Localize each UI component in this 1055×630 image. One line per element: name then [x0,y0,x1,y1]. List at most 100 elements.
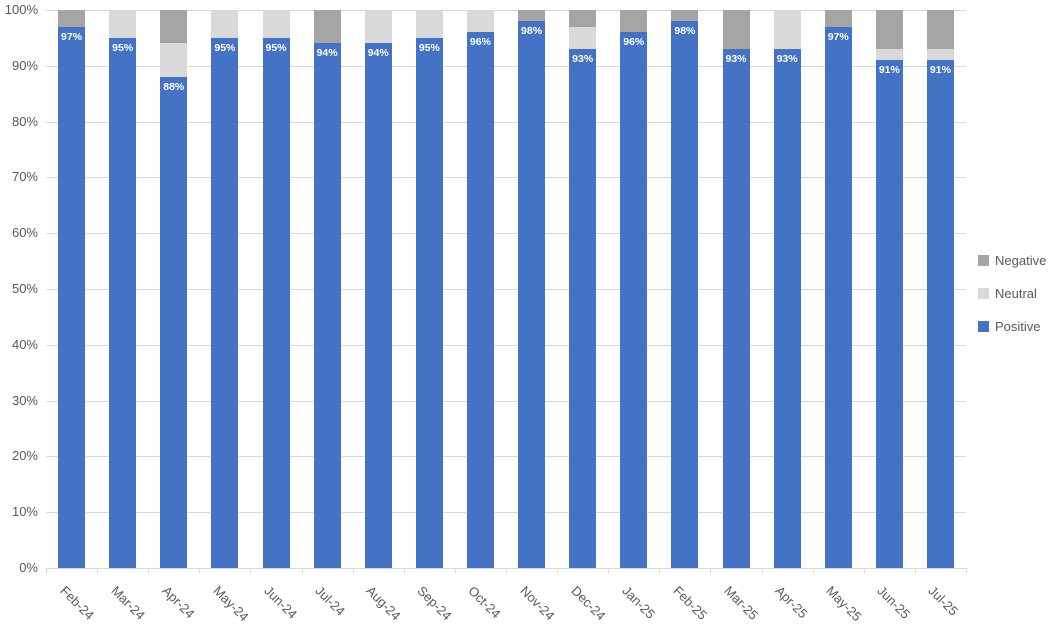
bar-segment-positive [722,49,750,568]
x-axis-label: Nov-24 [516,583,558,624]
bar-data-label: 98% [521,25,543,38]
gridline [46,344,966,346]
bar-data-label: 93% [776,53,798,66]
gridline [46,289,966,290]
legend-label-negative: Negative [995,253,1047,268]
x-axis-tick-icon [608,568,610,573]
bar-segment-positive [262,37,290,568]
y-axis-label: 70% [11,169,38,185]
bar-segment-positive [364,43,392,568]
bar-segment-positive [466,32,494,568]
x-axis-tick-icon [454,568,456,573]
bar-segment-positive [926,60,954,568]
gridline [46,121,966,123]
gridline [46,65,966,67]
bar-segment-neutral [926,49,954,61]
bar-data-label: 94% [367,47,389,60]
bar-segment-neutral [262,10,290,38]
x-axis-label: Jun-25 [874,583,914,622]
y-axis-label: 20% [11,448,38,464]
x-axis-tick-icon [352,568,354,573]
bar-data-label: 96% [623,36,645,49]
bar-data-label: 95% [418,41,440,54]
legend-swatch-neutral-icon [978,288,989,299]
x-axis-label: Feb-24 [56,583,97,623]
bar-data-label: 93% [572,53,594,66]
x-axis-label: Jan-25 [619,583,658,622]
bar-data-label: 95% [265,41,287,54]
x-axis-label: Jul-25 [925,583,962,619]
y-axis-label: 80% [11,113,38,129]
bar-segment-positive [160,76,188,568]
bar-data-label: 95% [214,41,236,54]
x-axis-label: Dec-24 [568,583,609,624]
x-axis-tick-icon [557,568,559,573]
x-axis-tick-icon [199,568,201,573]
bar-segment-positive [569,49,597,568]
bar-segment-positive [109,37,137,568]
bar-segment-neutral [160,43,188,77]
y-axis-label: 60% [11,225,38,241]
x-axis-label: Oct-24 [465,583,505,622]
bar-segment-positive [671,21,699,568]
x-axis-label: Apr-25 [772,583,811,622]
bar-data-label: 98% [674,25,696,38]
x-axis-label: Sep-24 [414,583,455,624]
x-axis-label: Apr-24 [159,583,198,622]
bar-data-label: 91% [929,64,951,77]
legend: Negative Neutral Positive [978,244,1046,343]
x-axis-tick-icon [914,568,916,573]
bar-segment-positive [415,37,443,568]
bar-segment-negative [569,10,597,27]
bar-segment-negative [58,10,86,27]
bar-segment-neutral [466,10,494,33]
x-axis-label: Jul-24 [312,583,349,619]
gridline [46,10,966,11]
legend-swatch-positive-icon [978,321,989,332]
x-axis-tick-icon [761,568,763,573]
bar-segment-negative [313,10,341,44]
bar-segment-neutral [875,49,903,61]
y-axis-label: 50% [11,281,38,296]
x-axis-tick-icon [250,568,252,573]
bar-segment-negative [160,10,188,44]
x-axis-label: Feb-25 [670,583,711,623]
x-axis-tick-icon [710,568,712,573]
x-axis-label: Jun-24 [261,583,301,622]
bar-segment-positive [518,21,546,568]
bar-segment-positive [313,43,341,568]
y-axis-label: 90% [11,57,38,73]
x-axis-label: Mar-25 [721,583,762,623]
y-axis-label: 10% [11,504,38,520]
gridline [46,400,966,402]
y-axis-label: 40% [11,336,38,352]
bar-segment-neutral [109,10,137,38]
x-axis-tick-icon [863,568,865,573]
x-axis-label: May-24 [210,583,252,625]
x-axis-label: Mar-24 [108,583,148,623]
y-axis-label: 100% [4,2,38,17]
bar-segment-positive [58,26,86,568]
y-axis-label: 30% [11,392,38,408]
x-axis-label: May-25 [823,583,865,625]
x-axis-label: Aug-24 [363,583,404,624]
bar-data-label: 94% [316,47,338,60]
bar-data-label: 91% [878,64,900,77]
bar-segment-negative [824,10,852,27]
x-axis-tick-icon [148,568,150,573]
legend-item-negative: Negative [978,244,1046,277]
x-axis-tick-icon [506,568,507,573]
x-axis-tick-icon [966,568,967,573]
gridline [46,456,966,458]
legend-label-positive: Positive [995,319,1041,334]
gridline [46,233,966,235]
bar-data-label: 88% [163,80,185,93]
bar-segment-negative [518,10,546,22]
bar-segment-neutral [569,26,597,50]
x-axis-tick-icon [659,568,661,573]
legend-swatch-negative-icon [978,255,989,266]
bar-data-label: 93% [725,53,747,66]
y-axis-label: 0% [19,560,38,575]
bar-segment-negative [722,10,750,50]
